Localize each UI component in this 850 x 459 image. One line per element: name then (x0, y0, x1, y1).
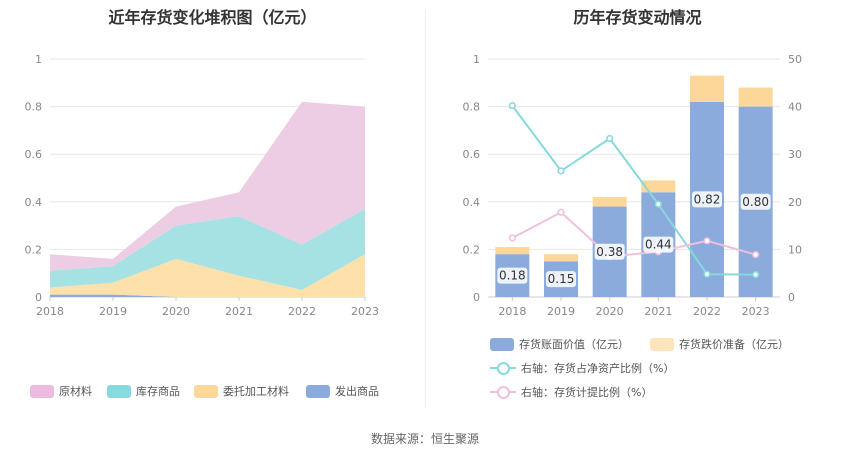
y-tick-label: 0.2 (463, 243, 481, 256)
legend-label: 委托加工材料 (223, 385, 289, 398)
bar-data-label: 0.44 (645, 238, 672, 252)
x-tick-label: 2018 (36, 305, 64, 318)
y2-tick-label: 50 (788, 53, 802, 66)
legend-swatch (107, 384, 131, 398)
x-tick-label: 2019 (99, 305, 127, 318)
legend-label: 发出商品 (335, 385, 379, 398)
legend-label: 存货账面价值（亿元） (519, 338, 629, 351)
legend-item-book-value[interactable]: 存货账面价值（亿元） (490, 336, 629, 352)
bar-impairment (641, 180, 676, 193)
data-label-bg (546, 271, 576, 288)
legend-label: 右轴：存货占净资产比例（%） (521, 362, 675, 375)
line-point (703, 237, 711, 245)
line-inventory-ratio (511, 105, 756, 276)
line-point (557, 208, 565, 216)
y-tick-label: 0.6 (25, 148, 43, 161)
legend-label: 原材料 (59, 385, 92, 398)
legend-swatch (650, 337, 674, 351)
bar-data-label: 0.15 (548, 272, 575, 286)
data-label-bg (497, 267, 528, 284)
data-label-bg (594, 243, 625, 260)
line-point (508, 234, 516, 242)
legend-item-provision-ratio[interactable]: 右轴：存货计提比例（%） (490, 384, 652, 400)
data-label-bg (692, 191, 722, 208)
x-tick-label: 2023 (742, 305, 770, 318)
line-point (752, 271, 760, 279)
y2-tick-label: 40 (788, 101, 802, 114)
legend-item-inventory-ratio[interactable]: 右轴：存货占净资产比例（%） (490, 360, 674, 376)
bar-data-label: 0.80 (742, 195, 769, 209)
area-series (50, 208, 365, 290)
y-tick-label: 0.2 (25, 243, 43, 256)
x-tick-label: 2021 (644, 305, 672, 318)
y-tick-label: 0.4 (463, 196, 481, 209)
bar-data-label: 0.38 (596, 245, 623, 259)
line-provision-ratio (511, 211, 756, 258)
y2-tick-label: 30 (788, 148, 802, 161)
line-point (557, 167, 565, 175)
legend-swatch (30, 384, 54, 398)
area-series (50, 294, 365, 297)
area-chart-title: 近年存货变化堆积图（亿元） (108, 8, 317, 27)
legend-item-impairment[interactable]: 存货跌价准备（亿元） (650, 336, 789, 352)
legend-label: 存货跌价准备（亿元） (679, 338, 789, 351)
y-tick-label: 1 (473, 53, 480, 66)
y-tick-label: 0 (473, 291, 480, 304)
legend-swatch (194, 384, 218, 398)
x-tick-label: 2020 (162, 305, 190, 318)
line-point (654, 200, 662, 208)
legend-label: 右轴：存货计提比例（%） (521, 386, 653, 399)
data-label-bg (740, 193, 771, 210)
bar-impairment (738, 87, 773, 107)
x-tick-label: 2020 (596, 305, 624, 318)
legend-line-icon (490, 361, 516, 375)
legend-swatch (490, 337, 514, 351)
y-tick-label: 0 (35, 291, 42, 304)
x-tick-label: 2021 (225, 305, 253, 318)
legend-item-processing-materials[interactable]: 委托加工材料 (194, 383, 289, 399)
x-tick-label: 2022 (693, 305, 721, 318)
legend-label: 库存商品 (136, 385, 180, 398)
y-tick-label: 0.8 (463, 101, 481, 114)
bar-impairment (690, 75, 724, 102)
y-tick-label: 0.6 (463, 148, 481, 161)
data-source: 数据来源：恒生聚源 (370, 432, 479, 446)
bar-data-label: 0.18 (499, 269, 526, 283)
area-series (50, 101, 365, 271)
bar-impairment (544, 254, 578, 262)
legend-swatch (306, 384, 330, 398)
line-point (703, 270, 711, 278)
legend-item-goods-shipped[interactable]: 发出商品 (306, 383, 379, 399)
x-tick-label: 2019 (547, 305, 575, 318)
legend-item-finished-goods[interactable]: 库存商品 (107, 383, 180, 399)
y-tick-label: 1 (35, 53, 42, 66)
x-tick-label: 2018 (498, 305, 526, 318)
x-tick-label: 2023 (351, 305, 379, 318)
bar-impairment (592, 197, 627, 207)
bar-impairment (495, 247, 530, 255)
line-point (508, 102, 516, 110)
y-tick-label: 0.4 (25, 196, 43, 209)
legend-line-icon (490, 385, 516, 399)
y2-tick-label: 10 (788, 243, 802, 256)
area-series (50, 254, 365, 297)
bar-data-label: 0.82 (694, 192, 721, 206)
panel-divider (425, 10, 426, 408)
y2-tick-label: 0 (788, 291, 795, 304)
line-point (606, 134, 614, 143)
line-point (752, 251, 760, 259)
data-label-bg (643, 236, 674, 253)
x-tick-label: 2022 (288, 305, 316, 318)
legend-item-raw-materials[interactable]: 原材料 (30, 383, 92, 399)
y2-tick-label: 20 (788, 196, 802, 209)
bar-chart-title: 历年存货变动情况 (573, 8, 702, 27)
y-tick-label: 0.8 (25, 101, 43, 114)
